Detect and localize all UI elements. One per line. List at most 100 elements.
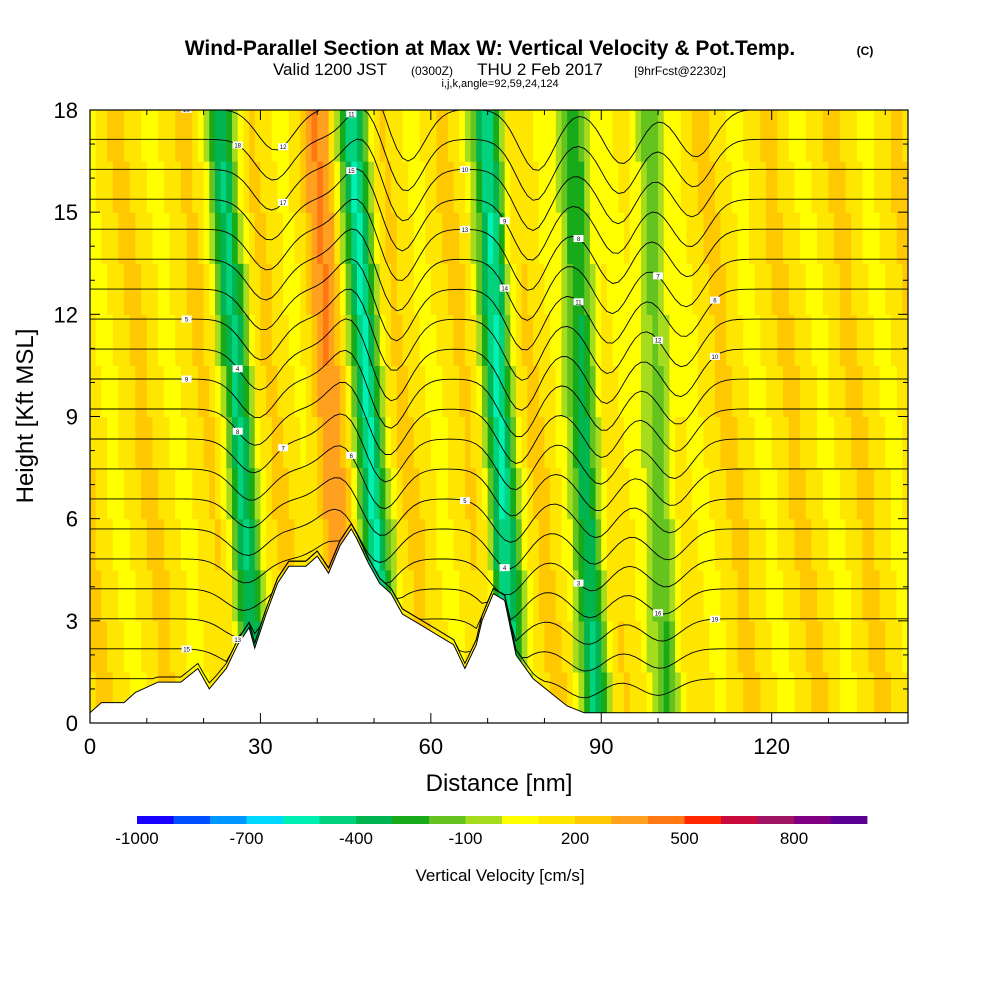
w-cell <box>646 110 653 162</box>
w-cell <box>550 263 557 315</box>
w-cell <box>311 467 318 520</box>
w-cell <box>470 161 477 213</box>
w-cell <box>197 620 205 673</box>
w-cell <box>680 212 688 264</box>
w-cell <box>623 212 631 264</box>
w-cell <box>885 518 892 571</box>
colorbar-swatch <box>429 816 466 824</box>
w-cell <box>800 569 807 622</box>
w-cell <box>885 467 892 520</box>
w-cell <box>822 416 830 469</box>
w-cell <box>737 110 744 162</box>
w-cell <box>720 416 727 469</box>
w-cell <box>391 212 398 264</box>
contour-label: 4 <box>232 365 243 373</box>
w-cell <box>402 518 409 571</box>
w-cell <box>266 161 273 213</box>
w-cell <box>436 518 443 571</box>
w-cell <box>652 161 659 213</box>
w-cell <box>249 263 256 315</box>
w-cell <box>828 161 835 213</box>
w-cell <box>345 365 352 418</box>
w-cell <box>771 314 778 367</box>
w-cell <box>249 416 256 469</box>
w-cell <box>629 110 636 162</box>
w-cell <box>890 212 898 264</box>
w-cell <box>845 416 852 469</box>
w-cell <box>300 365 307 418</box>
w-cell <box>669 212 676 264</box>
w-cell <box>470 518 477 571</box>
w-cell <box>822 365 830 418</box>
w-cell <box>805 518 813 571</box>
w-cell <box>811 467 818 520</box>
w-cell <box>572 467 580 520</box>
w-cell <box>788 569 795 622</box>
w-cell <box>124 671 131 723</box>
w-cell <box>487 263 494 315</box>
w-cell <box>578 365 585 418</box>
w-cell <box>714 416 722 469</box>
w-cell <box>294 212 301 264</box>
w-cell <box>197 467 205 520</box>
w-cell <box>135 416 142 469</box>
w-cell <box>692 263 699 315</box>
w-cell <box>896 467 903 520</box>
w-cell <box>578 263 585 315</box>
w-cell <box>220 110 227 162</box>
w-cell <box>839 212 847 264</box>
w-cell <box>788 161 795 213</box>
w-cell <box>641 518 648 571</box>
w-cell <box>237 110 244 162</box>
w-cell <box>453 467 460 520</box>
w-cell <box>862 365 869 418</box>
w-cell <box>754 212 761 264</box>
w-cell <box>192 161 199 213</box>
w-cell <box>169 569 176 622</box>
w-cell <box>669 365 676 418</box>
w-cell <box>447 263 455 315</box>
w-cell <box>374 263 381 315</box>
w-cell <box>368 365 375 418</box>
w-cell <box>368 314 375 367</box>
w-cell <box>351 110 358 162</box>
y-tick-label: 6 <box>66 507 78 532</box>
w-cell <box>141 569 148 622</box>
w-cell <box>663 671 671 723</box>
w-cell <box>612 671 619 723</box>
w-cell <box>862 110 869 162</box>
w-cell <box>459 365 466 418</box>
w-cell <box>550 212 557 264</box>
w-cell <box>822 518 830 571</box>
w-cell <box>146 569 154 622</box>
w-cell <box>124 518 131 571</box>
w-cell <box>629 212 636 264</box>
w-cell <box>697 365 705 418</box>
w-cell <box>862 212 869 264</box>
w-cell <box>232 467 239 520</box>
colorbar-tick-label: 800 <box>780 829 808 848</box>
w-cell <box>578 620 585 673</box>
colorbar <box>137 816 868 824</box>
w-cell <box>839 620 847 673</box>
w-cell <box>356 110 364 162</box>
w-cell <box>879 671 886 723</box>
w-cell <box>641 365 648 418</box>
w-cell <box>368 518 375 571</box>
w-cell <box>544 620 551 673</box>
w-cell <box>334 314 341 367</box>
w-cell <box>124 314 131 367</box>
w-cell <box>220 212 227 264</box>
w-cell <box>663 416 671 469</box>
w-cell <box>209 416 216 469</box>
w-cell <box>805 620 813 673</box>
w-cell <box>197 161 205 213</box>
w-cell <box>311 314 318 367</box>
svg-text:12: 12 <box>655 339 662 345</box>
w-cell <box>606 263 614 315</box>
w-cell <box>260 569 267 622</box>
w-cell <box>754 110 761 162</box>
w-cell <box>663 518 671 571</box>
w-cell <box>339 314 347 367</box>
w-cell <box>686 467 693 520</box>
